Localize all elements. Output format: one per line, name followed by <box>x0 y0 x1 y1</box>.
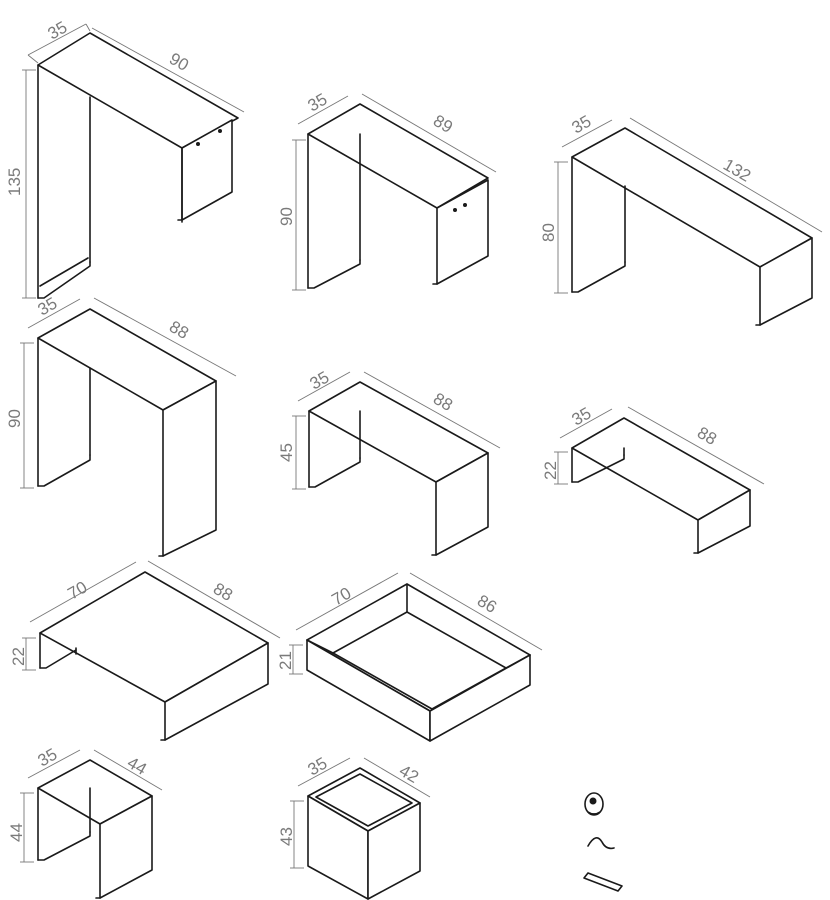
bench-45-height: 45 <box>277 443 296 462</box>
coffee-table-width: 88 <box>210 579 236 605</box>
low-bench-22: 35 88 22 <box>541 404 765 554</box>
side-table: 35 44 44 <box>7 745 163 899</box>
console-90-a: 35 89 90 <box>277 90 497 291</box>
bench-45: 35 88 45 <box>277 368 501 556</box>
console-90-b: 35 88 90 <box>5 294 237 557</box>
console-90-b-height: 90 <box>5 409 24 428</box>
hook-icon <box>587 837 615 850</box>
console-90-a-depth: 35 <box>305 90 331 116</box>
tray-depth: 70 <box>329 584 355 610</box>
bench-45-depth: 35 <box>307 368 333 394</box>
cube-width: 42 <box>396 761 422 787</box>
cube-height: 43 <box>277 827 296 846</box>
tray-height: 21 <box>276 651 295 670</box>
console-90-a-height: 90 <box>277 207 296 226</box>
tray: 70 86 21 <box>276 572 543 742</box>
desk-132-depth: 35 <box>569 112 595 138</box>
low-bench-22-height: 22 <box>541 461 560 480</box>
coffee-table: 70 88 22 <box>9 560 281 741</box>
desk-132-height: 80 <box>539 223 558 242</box>
low-bench-22-depth: 35 <box>569 404 595 430</box>
console-90-a-width: 89 <box>430 111 456 137</box>
console-90-b-width: 88 <box>166 317 192 343</box>
desk-132-width: 132 <box>720 155 754 186</box>
coffee-table-depth: 70 <box>65 578 91 604</box>
bracket-icon <box>583 872 623 892</box>
desk-132: 35 132 80 <box>539 112 823 326</box>
coffee-table-height: 22 <box>9 647 28 666</box>
cable-clip-icon <box>584 792 604 816</box>
cube-depth: 35 <box>305 754 331 780</box>
console-135: 35 90 135 <box>5 18 245 299</box>
console-135-depth: 35 <box>45 18 71 44</box>
side-table-height: 44 <box>7 823 26 842</box>
low-bench-22-width: 88 <box>694 423 720 449</box>
side-table-depth: 35 <box>35 745 61 771</box>
console-135-height: 135 <box>5 168 24 196</box>
cube: 35 42 43 <box>277 754 431 900</box>
side-table-width: 44 <box>124 753 150 779</box>
